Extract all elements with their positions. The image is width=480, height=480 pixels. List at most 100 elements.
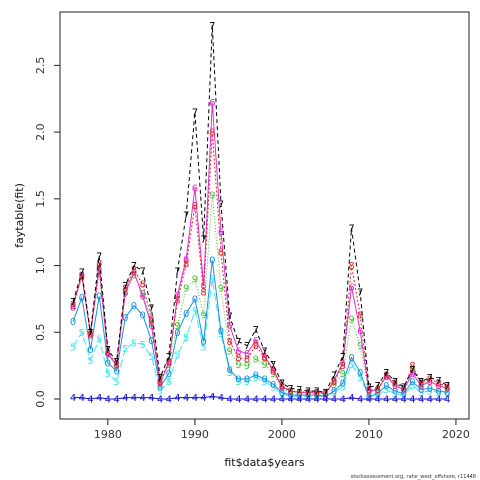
data-point: 4 — [392, 394, 398, 405]
data-point: 6 — [296, 388, 302, 399]
data-point: 8 — [174, 296, 180, 307]
data-point: 0 — [235, 374, 241, 385]
x-tick-label: 2010 — [355, 428, 383, 441]
data-point: 7 — [244, 341, 250, 352]
data-point: 9 — [96, 268, 102, 279]
data-point: 7 — [113, 357, 119, 368]
y-axis-title: faytable(fit) — [13, 183, 26, 248]
data-point: 4 — [314, 394, 320, 405]
data-point: 5 — [235, 377, 241, 388]
data-point: 5 — [113, 377, 119, 388]
data-point: 4 — [253, 394, 259, 405]
data-point: 5 — [105, 369, 111, 380]
data-point: 0 — [331, 386, 337, 397]
data-point: 5 — [122, 344, 128, 355]
data-point: 7 — [296, 385, 302, 396]
data-point: 7 — [322, 388, 328, 399]
data-point: 7 — [105, 345, 111, 356]
data-point: 6 — [244, 349, 250, 360]
data-point: 6 — [392, 381, 398, 392]
data-point: 9 — [192, 274, 198, 285]
data-point: 4 — [348, 393, 354, 404]
data-point: 0 — [218, 326, 224, 337]
data-point: 6 — [122, 288, 128, 299]
data-point: 5 — [348, 360, 354, 371]
data-point: 5 — [340, 382, 346, 393]
data-point: 5 — [87, 356, 93, 367]
data-point: 4 — [209, 392, 215, 403]
data-point: 6 — [427, 377, 433, 388]
data-point: 9 — [305, 389, 311, 400]
data-point: 9 — [183, 284, 189, 295]
data-point: 8 — [331, 377, 337, 388]
data-point: 0 — [183, 309, 189, 320]
data-point: 7 — [340, 352, 346, 363]
data-point: 5 — [174, 350, 180, 361]
data-point: 0 — [139, 310, 145, 321]
data-point: 6 — [340, 358, 346, 369]
data-point: 6 — [148, 321, 154, 332]
data-point: 0 — [366, 392, 372, 403]
data-point: 5 — [209, 274, 215, 285]
data-point: 6 — [139, 292, 145, 303]
data-point: 8 — [279, 381, 285, 392]
data-point: 8 — [105, 348, 111, 359]
data-point: 0 — [87, 345, 93, 356]
data-point: 9 — [253, 354, 259, 365]
data-point: 4 — [148, 393, 154, 404]
data-point: 0 — [79, 293, 85, 304]
data-point: 5 — [131, 338, 137, 349]
data-point: 5 — [218, 329, 224, 340]
data-point: 8 — [383, 370, 389, 381]
data-point: 0 — [244, 374, 250, 385]
series-line — [72, 25, 448, 393]
x-tick-label: 2020 — [442, 428, 470, 441]
data-point: 7 — [348, 224, 354, 235]
data-point: 5 — [261, 377, 267, 388]
data-point: 7 — [401, 382, 407, 393]
data-point: 5 — [279, 389, 285, 400]
data-point: 8 — [270, 366, 276, 377]
data-point: 7 — [174, 266, 180, 277]
data-point: 5 — [357, 373, 363, 384]
data-point: 4 — [444, 394, 450, 405]
y-tick-label: 2.5 — [34, 57, 47, 75]
data-point: 7 — [200, 234, 206, 245]
data-point: 4 — [105, 394, 111, 405]
data-point: 5 — [322, 392, 328, 403]
data-point: 4 — [287, 394, 293, 405]
data-point: 7 — [131, 261, 137, 272]
data-point: 9 — [87, 329, 93, 340]
data-point: 5 — [96, 334, 102, 345]
data-point: 0 — [113, 366, 119, 377]
data-point: 6 — [192, 184, 198, 195]
data-point: 7 — [427, 373, 433, 384]
data-point: 4 — [383, 394, 389, 405]
data-point: 8 — [139, 280, 145, 291]
data-point: 7 — [435, 376, 441, 387]
data-point: 7 — [122, 281, 128, 292]
data-point: 0 — [427, 384, 433, 395]
data-point: 0 — [166, 369, 172, 380]
data-point: 5 — [139, 340, 145, 351]
data-point: 4 — [183, 393, 189, 404]
data-point: 8 — [209, 128, 215, 139]
data-point: 9 — [392, 381, 398, 392]
series-line — [72, 260, 448, 397]
data-point: 9 — [427, 377, 433, 388]
data-point: 9 — [444, 384, 450, 395]
data-point: 9 — [366, 388, 372, 399]
data-point: 9 — [340, 369, 346, 380]
data-point: 6 — [87, 329, 93, 340]
data-point: 5 — [244, 377, 250, 388]
y-tick-label: 0.5 — [34, 324, 47, 342]
data-point: 6 — [131, 268, 137, 279]
data-point: 7 — [79, 268, 85, 279]
data-point: 8 — [148, 314, 154, 325]
data-point: 9 — [374, 385, 380, 396]
data-point: 7 — [183, 210, 189, 221]
data-point: 9 — [261, 360, 267, 371]
